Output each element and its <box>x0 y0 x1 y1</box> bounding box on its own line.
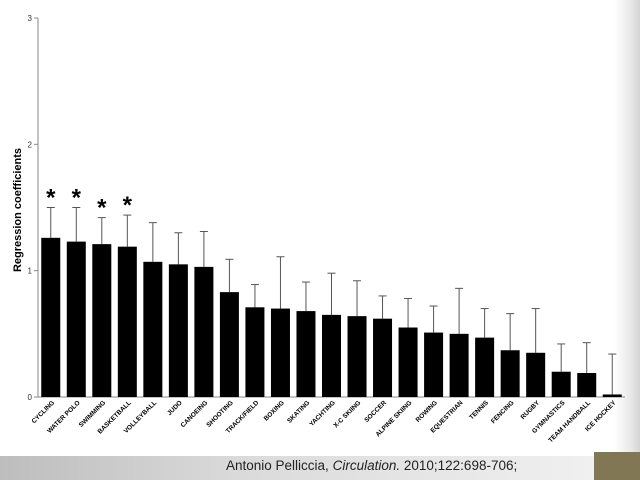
significance-asterisk: * <box>123 192 133 219</box>
bar-equestrian <box>449 333 469 397</box>
error-bar-group <box>46 207 617 395</box>
x-tick-label: SOCCER <box>363 399 388 424</box>
bar-swimming <box>92 244 112 397</box>
bar-soccer <box>373 318 393 397</box>
bar-yachting <box>322 314 341 397</box>
y-tick-label: 2 <box>28 140 33 149</box>
x-tick-label: JUDO <box>166 399 184 417</box>
slide-corner-accent <box>594 452 640 480</box>
bar-group <box>41 237 622 397</box>
bar-rugby <box>526 352 546 397</box>
bar-alpine-skiing <box>398 327 418 397</box>
bar-cycling <box>41 237 61 397</box>
bar-skating <box>296 311 316 397</box>
bar-volleyball <box>143 261 163 397</box>
bar-ice-hockey <box>602 394 622 397</box>
y-tick-label: 1 <box>28 267 33 276</box>
x-tick-label: CYCLING <box>31 399 57 425</box>
y-tick-label: 0 <box>28 393 33 402</box>
x-tick-label: TENNIS <box>468 399 490 421</box>
bar-gymnastics <box>551 371 571 397</box>
significance-asterisk: * <box>46 185 56 212</box>
slide-footer-band <box>0 456 594 480</box>
source-citation: Antonio Pelliccia, Circulation. 2010;122… <box>226 458 517 473</box>
x-tick-label: RUGBY <box>520 399 542 421</box>
bar-x-c-skiing <box>347 316 367 397</box>
x-tick-label: SKATING <box>286 399 311 424</box>
citation-journal: Circulation. <box>332 458 401 473</box>
x-tick-label: ROWING <box>415 399 439 423</box>
regression-bar-chart: 0 1 2 3 Regression coefficients * * * * CYCLIN… <box>12 14 625 444</box>
bar-water-polo <box>66 241 86 397</box>
bar-shooting <box>219 292 239 397</box>
y-axis-title: Regression coefficients <box>12 148 24 272</box>
significance-asterisk: * <box>72 185 82 212</box>
slide-right-edge-shade <box>614 0 640 456</box>
bar-canoeing <box>194 266 214 397</box>
citation-reference: 2010;122:698-706; <box>403 458 518 473</box>
bar-judo <box>168 264 188 397</box>
x-tick-label: X-C SKIING <box>332 399 362 429</box>
significance-asterisk: * <box>97 195 107 222</box>
bar-boxing <box>270 308 290 397</box>
significance-marker-group: * * * * <box>46 185 133 222</box>
x-tick-label: FENCING <box>490 399 516 425</box>
bar-track-field <box>245 307 265 397</box>
x-tick-label: BOXING <box>263 399 286 422</box>
bar-team-handball <box>577 372 597 397</box>
bar-tennis <box>475 337 495 397</box>
bar-rowing <box>424 332 444 397</box>
bar-fencing <box>500 350 520 397</box>
y-tick-group: 0 1 2 3 <box>28 14 38 402</box>
y-tick-label: 3 <box>28 14 33 23</box>
citation-author: Antonio Pelliccia, <box>226 458 329 473</box>
bar-basketball <box>117 246 137 397</box>
